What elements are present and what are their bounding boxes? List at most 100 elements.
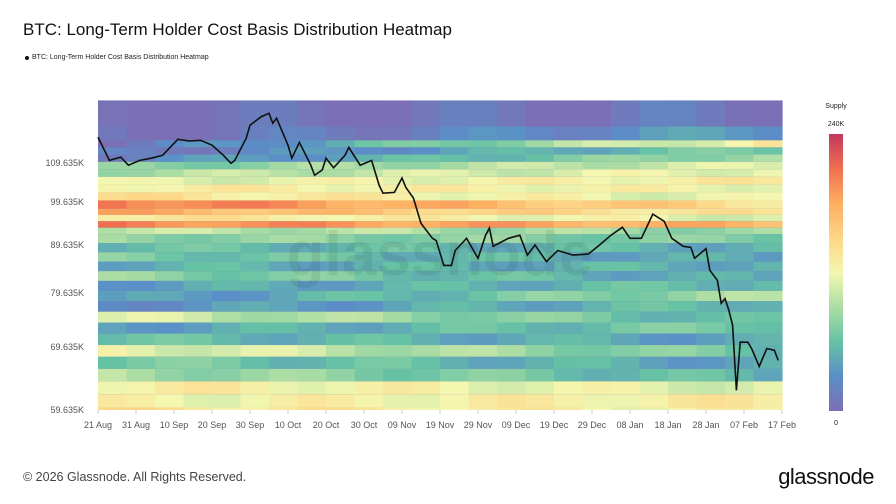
heatmap-cell — [98, 192, 128, 201]
heatmap-cell — [725, 280, 755, 291]
heatmap-cell — [468, 345, 498, 357]
heatmap-cell — [611, 154, 641, 162]
heatmap-cell — [383, 290, 413, 302]
heatmap-cell — [440, 301, 470, 312]
heatmap-cell — [297, 184, 327, 193]
heatmap-cell — [582, 192, 612, 201]
heatmap-cell — [554, 368, 584, 382]
heatmap-cell — [269, 161, 299, 170]
heatmap-cell — [468, 356, 498, 369]
heatmap-cell — [668, 271, 698, 281]
heatmap-cell — [383, 407, 413, 410]
y-axis: 59.635K 69.635K 79.635K 89.635K 99.635K 109.6… — [45, 158, 84, 415]
heatmap-cell — [468, 234, 498, 244]
heatmap-cell — [326, 261, 356, 272]
heatmap-cell — [354, 169, 384, 177]
heatmap-cell — [468, 333, 498, 346]
heatmap-cell — [554, 161, 584, 170]
heatmap-cell — [639, 271, 669, 281]
heatmap-cell — [611, 100, 641, 127]
heatmap-cell — [440, 394, 470, 408]
heatmap-cell — [183, 381, 213, 395]
heatmap-cell — [240, 280, 270, 291]
heatmap-cell — [525, 356, 555, 369]
x-tick-label: 31 Aug — [122, 420, 150, 430]
heatmap-cell — [668, 214, 698, 222]
heatmap-cell — [497, 200, 527, 209]
heatmap-cell — [354, 280, 384, 291]
heatmap-cell — [212, 234, 242, 244]
heatmap-cell — [126, 100, 156, 127]
heatmap-cell — [411, 280, 441, 291]
heatmap-cell — [554, 381, 584, 395]
x-tick-label: 09 Nov — [388, 420, 417, 430]
heatmap-cell — [554, 290, 584, 302]
heatmap-cell — [611, 290, 641, 302]
heatmap-cell — [297, 192, 327, 201]
colorbar-label: Supply — [825, 103, 847, 110]
heatmap-cell — [383, 126, 413, 141]
heatmap-cell — [440, 176, 470, 185]
heatmap-cell — [639, 252, 669, 262]
heatmap-cell — [383, 161, 413, 170]
heatmap-cell — [668, 147, 698, 155]
heatmap-cell — [696, 184, 726, 193]
y-tick-label: 89.635K — [50, 240, 84, 250]
heatmap-cell — [582, 126, 612, 141]
heatmap-cell — [696, 192, 726, 201]
heatmap-cell — [411, 290, 441, 302]
heatmap-cell — [668, 100, 698, 127]
heatmap-cell — [753, 394, 783, 408]
heatmap-cell — [440, 100, 470, 127]
heatmap-cell — [525, 345, 555, 357]
heatmap-cell — [297, 154, 327, 162]
heatmap-cell — [725, 200, 755, 209]
heatmap-cell — [354, 184, 384, 193]
heatmap-cell — [696, 100, 726, 127]
heatmap-cell — [582, 301, 612, 312]
heatmap-cell — [126, 290, 156, 302]
heatmap-cell — [269, 234, 299, 244]
heatmap-cell — [582, 161, 612, 170]
heatmap-cell — [98, 184, 128, 193]
heatmap-cell — [212, 261, 242, 272]
heatmap-cell — [725, 394, 755, 408]
heatmap-cell — [611, 356, 641, 369]
heatmap-cell — [497, 161, 527, 170]
heatmap-cell — [326, 100, 356, 127]
heatmap-cell — [497, 311, 527, 323]
heatmap-cell — [639, 394, 669, 408]
heatmap-cell — [525, 227, 555, 235]
heatmap-cell — [611, 221, 641, 228]
heatmap-cell — [354, 234, 384, 244]
heatmap-cell — [126, 227, 156, 235]
heatmap-cell — [269, 140, 299, 148]
heatmap-cell — [212, 290, 242, 302]
heatmap-cell — [183, 271, 213, 281]
heatmap-cell — [440, 271, 470, 281]
heatmap-cell — [411, 356, 441, 369]
heatmap-cell — [497, 100, 527, 127]
heatmap-cell — [468, 311, 498, 323]
heatmap-cell — [297, 271, 327, 281]
heatmap-cell — [753, 221, 783, 228]
heatmap-cell — [468, 154, 498, 162]
heatmap-cell — [753, 252, 783, 262]
heatmap-cell — [525, 200, 555, 209]
heatmap-cell — [269, 333, 299, 346]
heatmap-cell — [183, 169, 213, 177]
heatmap-cell — [183, 126, 213, 141]
heatmap-cell — [525, 221, 555, 228]
heatmap-cell — [440, 322, 470, 334]
legend[interactable]: BTC: Long-Term Holder Cost Basis Distrib… — [25, 54, 209, 61]
heatmap-cell — [639, 100, 669, 127]
heatmap-cell — [668, 368, 698, 382]
heatmap-cell — [354, 221, 384, 228]
heatmap-cell — [696, 280, 726, 291]
heatmap-cell — [668, 227, 698, 235]
heatmap-cell — [269, 356, 299, 369]
heatmap-cell — [98, 208, 128, 215]
heatmap-cell — [440, 140, 470, 148]
heatmap-cell — [554, 394, 584, 408]
heatmap-cell — [668, 311, 698, 323]
